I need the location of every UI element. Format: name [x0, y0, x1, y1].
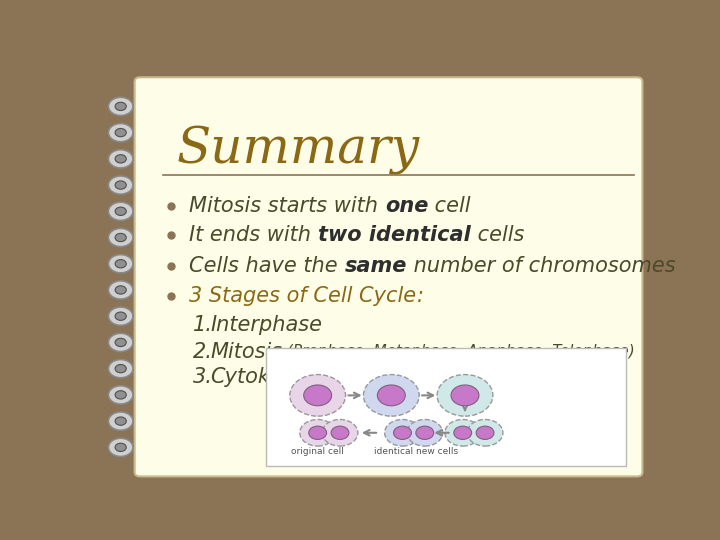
- Circle shape: [437, 375, 493, 416]
- Circle shape: [109, 386, 133, 404]
- Text: Interphase: Interphase: [210, 315, 322, 335]
- Circle shape: [377, 385, 405, 406]
- Circle shape: [115, 338, 126, 347]
- Circle shape: [300, 420, 336, 446]
- Circle shape: [109, 438, 133, 456]
- Circle shape: [454, 426, 472, 440]
- Text: one: one: [385, 196, 428, 216]
- Circle shape: [109, 124, 133, 142]
- Circle shape: [115, 364, 126, 373]
- Circle shape: [109, 412, 133, 430]
- Text: Mitosis: Mitosis: [210, 342, 282, 362]
- Text: Mitosis starts with: Mitosis starts with: [189, 196, 385, 216]
- Circle shape: [364, 375, 419, 416]
- Circle shape: [109, 307, 133, 325]
- Text: Summary: Summary: [176, 125, 420, 174]
- Text: original cell: original cell: [291, 448, 344, 456]
- Circle shape: [115, 129, 126, 137]
- Circle shape: [467, 420, 503, 446]
- Circle shape: [115, 207, 126, 215]
- Circle shape: [109, 150, 133, 168]
- Circle shape: [451, 385, 479, 406]
- Text: 1.: 1.: [193, 315, 213, 335]
- Text: identical new cells: identical new cells: [374, 448, 459, 456]
- Circle shape: [115, 286, 126, 294]
- Circle shape: [289, 375, 346, 416]
- Circle shape: [322, 420, 358, 446]
- Circle shape: [384, 420, 420, 446]
- Circle shape: [115, 260, 126, 268]
- Circle shape: [115, 181, 126, 189]
- Circle shape: [109, 360, 133, 378]
- Circle shape: [115, 102, 126, 111]
- Circle shape: [115, 233, 126, 242]
- Circle shape: [109, 281, 133, 299]
- Circle shape: [109, 176, 133, 194]
- Text: 3.: 3.: [193, 368, 213, 388]
- Circle shape: [309, 426, 327, 440]
- Text: (Prophase, Metaphase, Anaphase, Telophase): (Prophase, Metaphase, Anaphase, Telophas…: [282, 344, 635, 359]
- Circle shape: [115, 154, 126, 163]
- Text: same: same: [345, 256, 407, 276]
- Text: two identical: two identical: [318, 225, 471, 245]
- FancyBboxPatch shape: [266, 348, 626, 466]
- FancyBboxPatch shape: [135, 77, 642, 476]
- Text: 2.: 2.: [193, 342, 213, 362]
- Text: :: :: [416, 286, 423, 306]
- Text: cell: cell: [428, 196, 471, 216]
- Circle shape: [476, 426, 494, 440]
- Circle shape: [109, 97, 133, 116]
- Circle shape: [304, 385, 332, 406]
- Text: It ends with: It ends with: [189, 225, 318, 245]
- Circle shape: [109, 202, 133, 220]
- Circle shape: [109, 228, 133, 247]
- Circle shape: [331, 426, 349, 440]
- Circle shape: [394, 426, 411, 440]
- Circle shape: [115, 391, 126, 399]
- Circle shape: [407, 420, 443, 446]
- Circle shape: [445, 420, 481, 446]
- Text: number of chromosomes: number of chromosomes: [407, 256, 675, 276]
- Circle shape: [109, 333, 133, 352]
- Text: Cells have the: Cells have the: [189, 256, 345, 276]
- Text: Cytokinesis: Cytokinesis: [210, 368, 329, 388]
- Circle shape: [416, 426, 433, 440]
- Circle shape: [115, 443, 126, 451]
- Circle shape: [109, 254, 133, 273]
- Text: 3 Stages of Cell Cycle: 3 Stages of Cell Cycle: [189, 286, 416, 306]
- Text: cells: cells: [471, 225, 524, 245]
- Circle shape: [115, 312, 126, 320]
- Circle shape: [115, 417, 126, 426]
